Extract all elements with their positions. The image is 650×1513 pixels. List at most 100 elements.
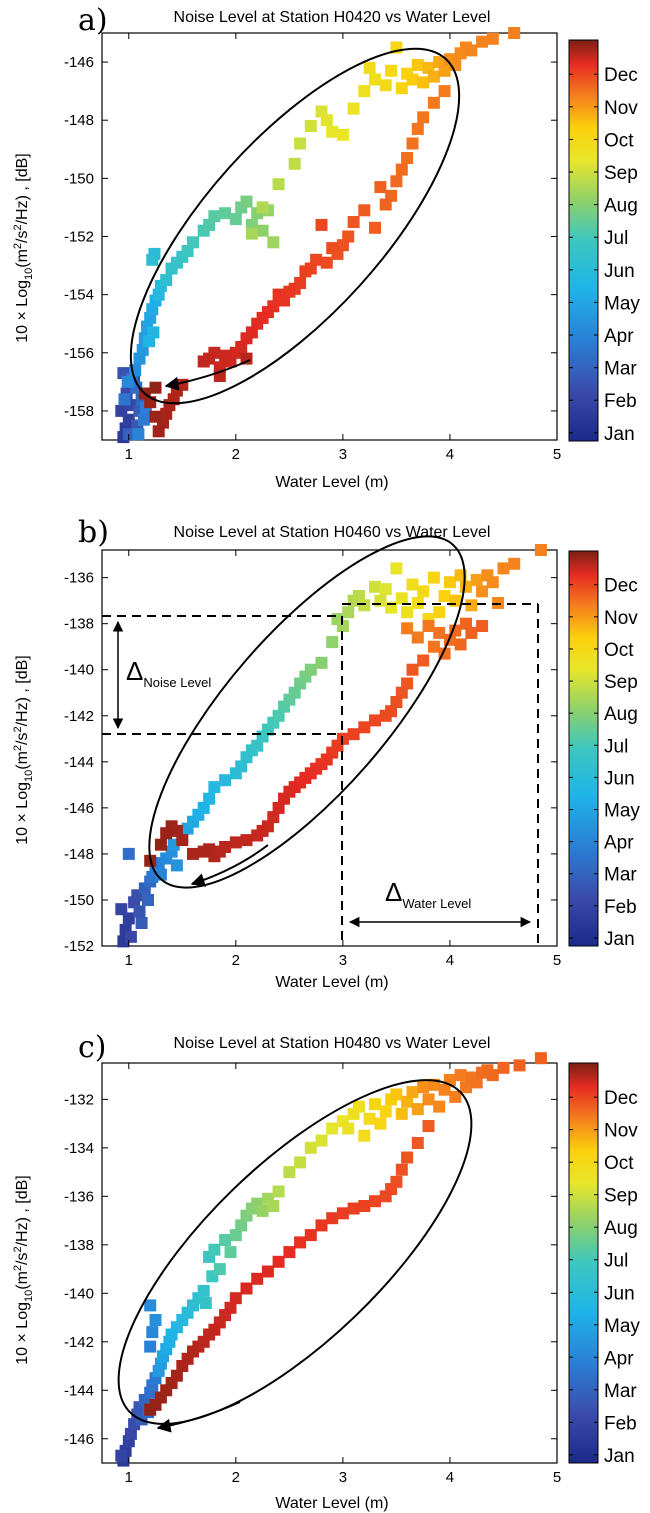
data-point <box>326 636 339 649</box>
data-point <box>358 599 371 612</box>
data-point <box>315 218 328 231</box>
data-point <box>299 265 312 278</box>
panel-label: b) <box>78 515 109 550</box>
x-tick-label: 5 <box>553 952 561 969</box>
guide-lines <box>102 603 539 946</box>
data-point <box>534 544 547 556</box>
data-point <box>149 1314 162 1326</box>
data-point <box>395 1107 408 1120</box>
x-tick-label: 2 <box>232 952 240 969</box>
data-point <box>144 1340 157 1353</box>
colorbar-label: Oct <box>604 1153 634 1174</box>
data-point <box>513 1059 526 1072</box>
data-point <box>122 847 135 860</box>
x-tick-label: 4 <box>446 952 454 969</box>
data-point <box>379 709 392 722</box>
data-point <box>199 1297 212 1309</box>
data-point <box>347 216 360 228</box>
colorbar-label: Mar <box>604 865 637 886</box>
data-point <box>124 399 137 412</box>
x-axis-label: Water Level (m) <box>275 974 388 991</box>
y-tick-label: -154 <box>64 287 94 304</box>
x-tick-label: 3 <box>339 446 347 463</box>
data-point <box>427 640 440 653</box>
plot-area: 1 2 3 4 5 -132 -134 -136 -138 -140 -142 -144 -146 <box>64 1052 561 1486</box>
data-point <box>160 274 173 287</box>
data-point <box>476 620 489 632</box>
data-point <box>411 631 424 644</box>
data-point <box>449 1090 462 1103</box>
data-point <box>369 221 381 234</box>
data-point <box>219 207 232 220</box>
svg-text:10 × Log10(m2/s2/Hz) , [dB]: 10 × Log10(m2/s2/Hz) , [dB] <box>12 655 35 844</box>
data-point <box>208 210 221 223</box>
data-point <box>369 714 381 727</box>
colorbar-label: Jan <box>604 424 635 445</box>
data-point <box>144 1403 157 1416</box>
data-point <box>208 781 221 794</box>
data-point <box>401 1151 414 1164</box>
data-point <box>401 622 414 635</box>
y-tick-label: -134 <box>64 1140 94 1157</box>
colorbar-label: Apr <box>604 1348 634 1369</box>
data-point <box>363 1112 376 1125</box>
data-point <box>369 73 381 86</box>
data-point <box>379 583 392 596</box>
data-point <box>352 590 365 602</box>
data-point <box>379 1190 392 1203</box>
data-point <box>395 82 408 95</box>
data-point <box>460 580 472 593</box>
colorbar-label: May <box>604 1316 640 1337</box>
colorbar-label: Dec <box>604 65 638 86</box>
colorbar-label: Feb <box>604 897 637 918</box>
data-point <box>336 1207 349 1220</box>
data-point <box>219 774 232 787</box>
colorbar-label: Jan <box>604 929 635 950</box>
y-axis-label: 10 × Log10(m2/s2/Hz) , [dB] <box>12 1175 35 1364</box>
x-tick-label: 1 <box>125 952 133 969</box>
y-tick-label: -142 <box>64 1334 94 1351</box>
data-point <box>142 894 154 906</box>
data-point <box>470 1076 483 1089</box>
data-point <box>256 1204 269 1217</box>
data-point <box>267 236 280 249</box>
data-point <box>240 834 253 847</box>
data-point <box>251 829 264 842</box>
x-tick-label: 1 <box>125 446 133 463</box>
data-point <box>304 120 317 132</box>
y-tick-label: -148 <box>64 846 94 863</box>
y-tick-label: -148 <box>64 112 94 129</box>
data-point <box>486 1069 499 1082</box>
data-point <box>422 620 435 632</box>
data-point <box>240 1282 253 1295</box>
data-point <box>304 663 317 676</box>
colorbar-label: Nov <box>604 608 638 629</box>
data-point <box>197 355 210 368</box>
data-point <box>336 128 349 141</box>
colorbar: Dec Nov Oct Sep Aug Jul Jun May Apr Mar Feb Jan <box>568 39 640 445</box>
data-point <box>438 85 451 98</box>
data-point <box>288 157 301 170</box>
data-point <box>347 102 360 115</box>
data-point <box>470 573 483 586</box>
data-point <box>272 709 285 722</box>
y-tick-label: -156 <box>64 345 94 362</box>
data-point <box>137 413 150 426</box>
y-tick-label: -132 <box>64 1091 94 1108</box>
data-point <box>379 79 392 92</box>
data-point <box>235 1219 248 1232</box>
data-point <box>433 606 446 619</box>
trend-arrow <box>164 359 251 391</box>
data-point <box>256 201 269 214</box>
data-point <box>476 35 489 48</box>
data-point <box>283 1166 296 1179</box>
x-tick-label: 3 <box>339 1469 347 1486</box>
data-point <box>390 696 403 708</box>
trend-arrow <box>156 1401 241 1433</box>
colorbar-label: Jul <box>604 736 628 757</box>
data-point <box>395 686 408 699</box>
data-point <box>406 578 419 591</box>
y-tick-label: -136 <box>64 570 94 587</box>
data-point <box>197 801 210 814</box>
